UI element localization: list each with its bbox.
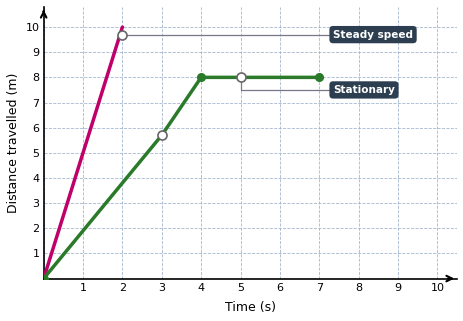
Y-axis label: Distance travelled (m): Distance travelled (m) [7,73,20,213]
Text: Stationary: Stationary [332,85,394,95]
Text: Steady speed: Steady speed [332,30,412,39]
X-axis label: Time (s): Time (s) [225,301,275,314]
